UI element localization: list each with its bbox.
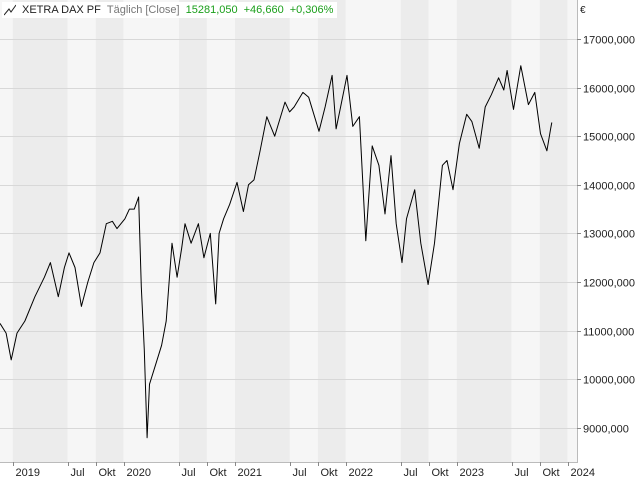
series-line-xetra-dax-pf[interactable] xyxy=(0,65,553,439)
y-tick-label: 16000,000 xyxy=(583,84,635,96)
x-tick-label: 2022 xyxy=(349,467,373,479)
interval-label[interactable]: Täglich [Close] xyxy=(106,4,180,16)
y-axis-labels: 9000,000 10000,000 11000,000 12000,000 13000… xyxy=(577,35,635,436)
x-tick-label: Okt xyxy=(432,467,449,479)
x-tick-label: 2024 xyxy=(571,467,595,479)
y-tick-label: 15000,000 xyxy=(583,132,635,144)
currency-symbol: € xyxy=(580,5,586,16)
x-tick-label: 2019 xyxy=(16,467,40,479)
x-tick-label: Okt xyxy=(543,467,560,479)
line-chart-icon xyxy=(3,4,17,16)
x-tick-label: Jul xyxy=(182,467,196,479)
time-band xyxy=(234,0,290,462)
y-tick-label: 14000,000 xyxy=(583,181,635,193)
time-band xyxy=(317,0,346,462)
y-tick-label: 9000,000 xyxy=(583,424,629,436)
time-band xyxy=(12,0,68,462)
time-band xyxy=(178,0,207,462)
y-tick-label: 17000,000 xyxy=(583,35,635,47)
y-tick-label: 10000,000 xyxy=(583,375,635,387)
y-tick-label: 12000,000 xyxy=(583,278,635,290)
x-tick-label: Okt xyxy=(99,467,116,479)
x-tick-label: Okt xyxy=(321,467,338,479)
x-tick-label: Jul xyxy=(515,467,529,479)
x-tick-label: Okt xyxy=(210,467,227,479)
time-band xyxy=(289,0,318,462)
x-axis-labels: 2019 Jul Okt 2020 Jul Okt 2021 Jul Okt 2022 Jul Okt… xyxy=(13,462,595,479)
x-tick-label: Jul xyxy=(404,467,418,479)
x-tick-label: Jul xyxy=(293,467,307,479)
time-band xyxy=(206,0,235,462)
time-band xyxy=(67,0,96,462)
time-band xyxy=(428,0,457,462)
time-band xyxy=(567,0,577,462)
time-bands xyxy=(0,0,577,462)
change-absolute: +46,660 xyxy=(243,4,284,16)
y-tick-label: 11000,000 xyxy=(583,327,634,339)
x-tick-label: Jul xyxy=(71,467,85,479)
time-band xyxy=(123,0,179,462)
x-tick-label: 2023 xyxy=(460,467,484,479)
time-band xyxy=(539,0,568,462)
time-band xyxy=(95,0,124,462)
time-band xyxy=(456,0,512,462)
time-band xyxy=(0,0,13,462)
time-band xyxy=(511,0,540,462)
x-tick-label: 2021 xyxy=(238,467,262,479)
y-tick-label: 13000,000 xyxy=(583,229,635,241)
x-tick-label: 2020 xyxy=(127,467,151,479)
change-percent: +0,306% xyxy=(289,4,334,16)
time-band xyxy=(345,0,401,462)
instrument-name[interactable]: XETRA DAX PF xyxy=(22,4,101,16)
instrument-header: XETRA DAX PF Täglich [Close] 15281,050 +… xyxy=(2,2,338,18)
last-value: 15281,050 xyxy=(185,4,238,16)
